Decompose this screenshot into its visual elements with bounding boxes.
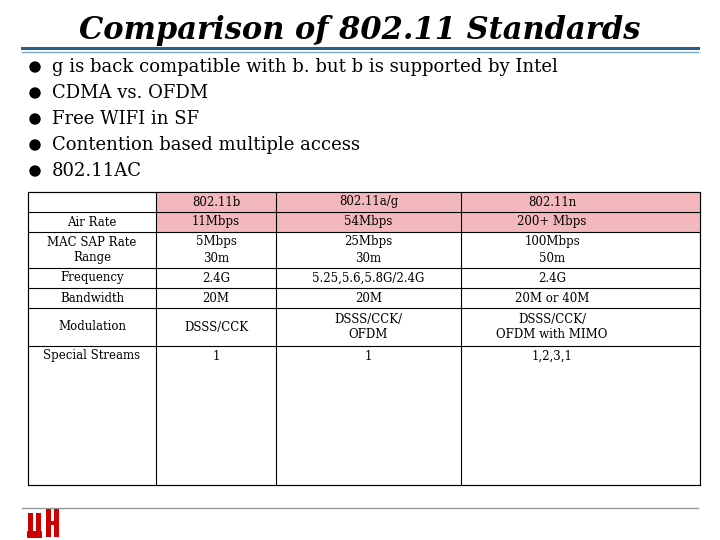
Bar: [156, 212, 700, 232]
Text: Comparison of 802.11 Standards: Comparison of 802.11 Standards: [79, 15, 641, 45]
Bar: [46, 509, 51, 537]
FancyBboxPatch shape: [27, 531, 42, 538]
Bar: [28, 512, 33, 535]
Text: 2.4G: 2.4G: [202, 272, 230, 285]
Circle shape: [30, 140, 40, 150]
Text: 1: 1: [365, 349, 372, 362]
Text: Air Rate: Air Rate: [67, 215, 117, 228]
Text: Bandwidth: Bandwidth: [60, 292, 124, 305]
Text: Free WIFI in SF: Free WIFI in SF: [52, 110, 199, 128]
Text: CDMA vs. OFDM: CDMA vs. OFDM: [52, 84, 208, 102]
Text: MAC SAP Rate
Range: MAC SAP Rate Range: [48, 235, 137, 265]
Text: 802.11n: 802.11n: [528, 195, 576, 208]
Text: 25Mbps
30m: 25Mbps 30m: [344, 235, 392, 265]
Text: 20M: 20M: [355, 292, 382, 305]
Text: g is back compatible with b. but b is supported by Intel: g is back compatible with b. but b is su…: [52, 58, 558, 76]
Text: 54Mbps: 54Mbps: [344, 215, 392, 228]
Text: DSSS/CCK: DSSS/CCK: [184, 321, 248, 334]
Text: Frequency: Frequency: [60, 272, 124, 285]
Text: DSSS/CCK/
OFDM with MIMO: DSSS/CCK/ OFDM with MIMO: [496, 313, 608, 341]
Text: 1: 1: [212, 349, 220, 362]
Bar: [28, 192, 700, 485]
Text: 11Mbps: 11Mbps: [192, 215, 240, 228]
Text: 2.4G: 2.4G: [538, 272, 566, 285]
Circle shape: [30, 62, 40, 72]
Text: DSSS/CCK/
OFDM: DSSS/CCK/ OFDM: [334, 313, 402, 341]
Bar: [54, 509, 59, 537]
Circle shape: [30, 88, 40, 98]
Text: 100Mbps
50m: 100Mbps 50m: [524, 235, 580, 265]
Bar: [46, 521, 59, 525]
Text: 200+ Mbps: 200+ Mbps: [517, 215, 587, 228]
Text: 802.11AC: 802.11AC: [52, 162, 142, 180]
Bar: [36, 512, 41, 535]
Text: 5Mbps
30m: 5Mbps 30m: [196, 235, 236, 265]
Text: Contention based multiple access: Contention based multiple access: [52, 136, 360, 154]
Text: 1,2,3,1: 1,2,3,1: [531, 349, 572, 362]
Text: 20M: 20M: [202, 292, 230, 305]
Bar: [156, 192, 700, 212]
Text: 802.11b: 802.11b: [192, 195, 240, 208]
Text: 20M or 40M: 20M or 40M: [515, 292, 589, 305]
Circle shape: [30, 166, 40, 176]
Text: Modulation: Modulation: [58, 321, 126, 334]
Circle shape: [30, 114, 40, 124]
Text: 802.11a/g: 802.11a/g: [339, 195, 398, 208]
Text: 5.25,5.6,5.8G/2.4G: 5.25,5.6,5.8G/2.4G: [312, 272, 425, 285]
Text: Special Streams: Special Streams: [43, 349, 140, 362]
